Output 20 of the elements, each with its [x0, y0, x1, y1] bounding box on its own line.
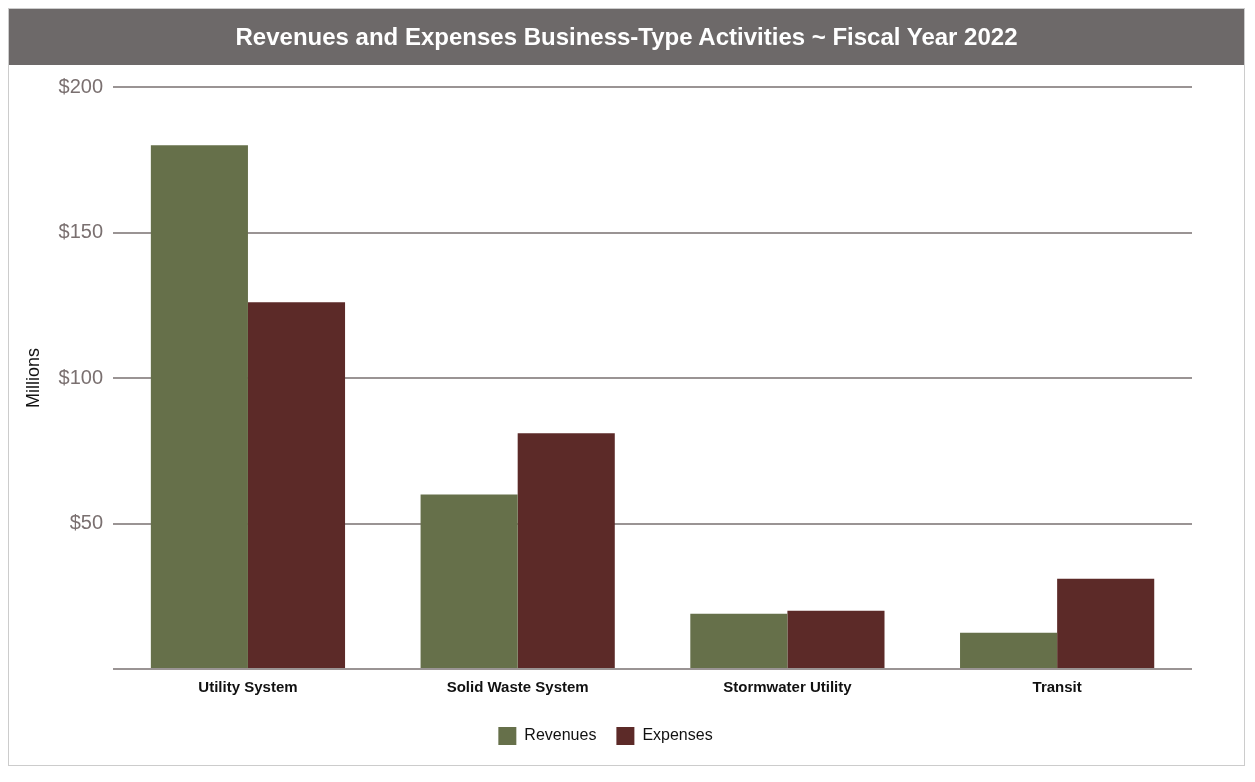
bar: [150, 145, 248, 668]
x-tick-label: Transit: [1032, 678, 1082, 696]
bar: [247, 302, 346, 668]
y-tick-label: $200: [58, 74, 104, 97]
y-tick-label: $150: [58, 220, 104, 243]
bar: [420, 494, 518, 668]
legend-label: Expenses: [642, 726, 713, 744]
y-tick-label: $50: [69, 511, 104, 534]
x-tick-label: Solid Waste System: [446, 678, 589, 696]
bar: [960, 632, 1058, 668]
x-tick-label: Utility System: [198, 678, 298, 696]
y-axis-title: Millions: [22, 347, 43, 409]
legend-label: Revenues: [524, 726, 597, 744]
bar: [690, 613, 788, 668]
chart-title: Revenues and Expenses Business-Type Activities ~ Fiscal Year 2022: [9, 9, 1244, 65]
y-tick-label: $100: [58, 365, 104, 388]
x-tick-label: Stormwater Utility: [723, 678, 853, 696]
bar: [787, 610, 885, 668]
bar: [517, 433, 615, 668]
bar: [1057, 578, 1155, 668]
